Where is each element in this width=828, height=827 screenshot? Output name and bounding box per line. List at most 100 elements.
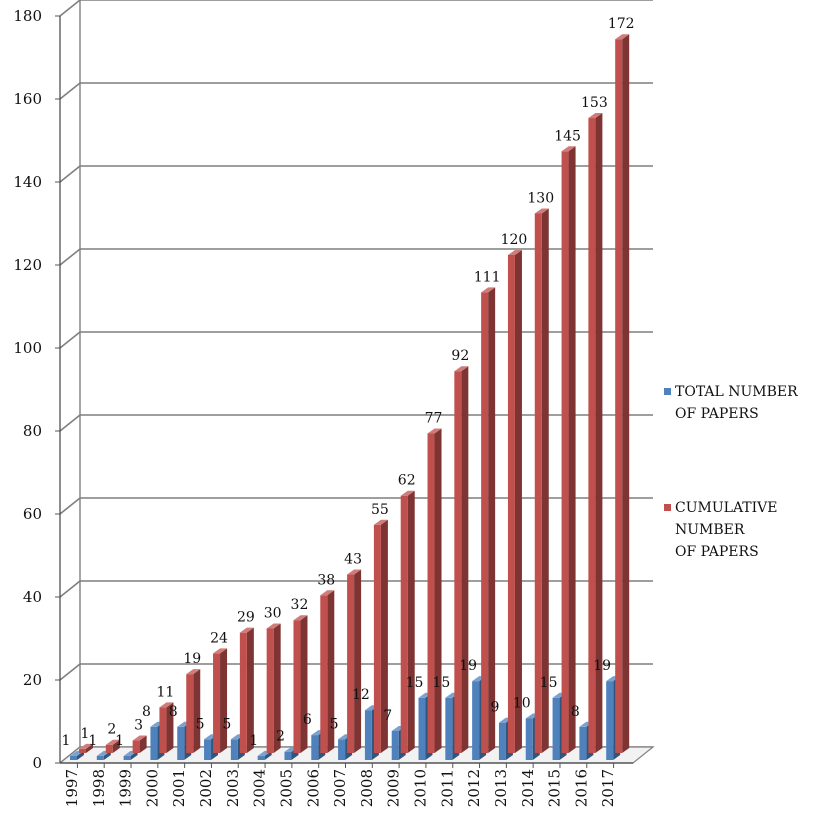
bar-cumulative (401, 491, 415, 753)
y-tick-label: 80 (23, 422, 42, 440)
bar-cumulative (428, 428, 442, 753)
y-tick-label: 60 (23, 505, 42, 523)
data-label-total: 5 (222, 716, 231, 732)
data-label-cumulative: 24 (210, 630, 228, 646)
legend-swatch (664, 504, 671, 511)
x-tick-label: 2001 (170, 769, 188, 807)
data-label-cumulative: 62 (398, 473, 416, 489)
x-tick-label: 2011 (438, 769, 456, 807)
data-label-cumulative: 130 (527, 191, 554, 207)
bar-cumulative (186, 669, 200, 753)
data-label-total: 7 (383, 708, 392, 724)
x-tick-label: 2004 (251, 769, 269, 807)
y-tick-label: 120 (13, 256, 42, 274)
data-label-cumulative: 29 (237, 610, 255, 626)
data-label-total: 15 (540, 675, 558, 691)
x-tick-label: 2013 (492, 769, 510, 807)
x-tick-label: 2012 (465, 769, 483, 807)
legend-item: CUMULATIVENUMBEROF PAPERS (664, 500, 777, 560)
x-tick-label: 2000 (143, 769, 161, 807)
data-label-total: 15 (406, 675, 424, 691)
y-tick-label: 20 (23, 671, 42, 689)
y-tick-label: 100 (13, 339, 42, 357)
data-label-cumulative: 3 (134, 718, 143, 734)
data-label-total: 2 (276, 729, 285, 745)
x-tick-label: 2002 (197, 769, 215, 807)
bar-cumulative (562, 146, 576, 753)
data-label-total: 12 (352, 687, 370, 703)
data-label-cumulative: 38 (317, 572, 335, 588)
data-label-total: 15 (432, 675, 450, 691)
x-tick-label: 1997 (63, 769, 81, 807)
data-label-total: 19 (593, 658, 611, 674)
data-label-total: 8 (169, 704, 178, 720)
data-label-cumulative: 92 (451, 348, 469, 364)
x-tick-label: 2016 (572, 769, 590, 807)
x-tick-label: 2006 (304, 769, 322, 807)
data-label-total: 8 (571, 704, 580, 720)
data-label-total: 10 (513, 696, 531, 712)
data-label-total: 1 (88, 733, 97, 749)
bar-cumulative (481, 287, 495, 753)
bar-cumulative (588, 113, 602, 753)
data-label-total: 1 (249, 733, 258, 749)
gridline-depth (60, 415, 80, 431)
data-label-cumulative: 32 (291, 597, 309, 613)
data-label-cumulative: 153 (581, 95, 608, 111)
x-tick-label: 2003 (224, 769, 242, 807)
bar-cumulative (615, 34, 629, 753)
y-tick-labels: 0 20 40 60 80 100 120 140 160 180 (13, 7, 42, 772)
data-label-total: 5 (330, 716, 339, 732)
x-tick-labels: 1997 1998 1999 2000 2001 2002 2003 2004 2005 2006… (63, 769, 617, 807)
x-tick-label: 1998 (90, 769, 108, 807)
legend-label: TOTAL NUMBER (675, 384, 798, 400)
bar-cumulative (508, 250, 522, 753)
x-tick-label: 2010 (412, 769, 430, 807)
bar-cumulative (293, 615, 307, 753)
x-tick-label: 2007 (331, 769, 349, 807)
legend-label: OF PAPERS (675, 406, 759, 422)
x-tick-label: 1999 (117, 769, 135, 807)
x-tick-label: 2014 (519, 769, 537, 807)
data-label-cumulative: 172 (608, 16, 635, 32)
legend-label: NUMBER (675, 522, 745, 538)
bar-cumulative (213, 648, 227, 753)
legend-item: TOTAL NUMBER OF PAPERS (664, 384, 798, 422)
data-label-cumulative: 11 (157, 684, 175, 700)
legend-swatch (664, 388, 671, 395)
x-tick-label: 2015 (546, 769, 564, 807)
data-label-cumulative: 145 (554, 128, 581, 144)
y-tick-label: 160 (13, 90, 42, 108)
y-tick-label: 0 (32, 754, 42, 772)
data-label-cumulative: 19 (183, 651, 201, 667)
y-tick-label: 140 (13, 173, 42, 191)
data-label-total: 1 (115, 733, 124, 749)
data-label-cumulative: 55 (371, 502, 389, 518)
gridline-depth (60, 664, 80, 680)
data-label-cumulative: 120 (501, 232, 528, 248)
gridline-depth (60, 0, 80, 16)
gridline-depth (60, 332, 80, 348)
data-label-total: 1 (62, 733, 71, 749)
data-label-cumulative: 30 (264, 606, 282, 622)
x-tick-label: 2009 (385, 769, 403, 807)
bar-cumulative (347, 570, 361, 753)
data-label-total: 9 (490, 700, 499, 716)
gridline-depth (60, 166, 80, 182)
bar-cumulative (535, 209, 549, 754)
data-label-cumulative: 111 (474, 269, 501, 285)
data-label-cumulative: 43 (344, 552, 362, 568)
y-tick-label: 180 (13, 7, 42, 25)
data-label-total: 5 (196, 716, 205, 732)
legend-label: OF PAPERS (675, 544, 759, 560)
data-label-total: 6 (303, 712, 312, 728)
data-label-cumulative: 77 (425, 410, 443, 426)
y-tick-label: 40 (23, 588, 42, 606)
x-tick-label: 2017 (599, 769, 617, 807)
data-label-total: 8 (142, 704, 151, 720)
gridline-depth (60, 581, 80, 597)
x-tick-label: 2008 (358, 769, 376, 807)
gridline-depth (60, 83, 80, 99)
